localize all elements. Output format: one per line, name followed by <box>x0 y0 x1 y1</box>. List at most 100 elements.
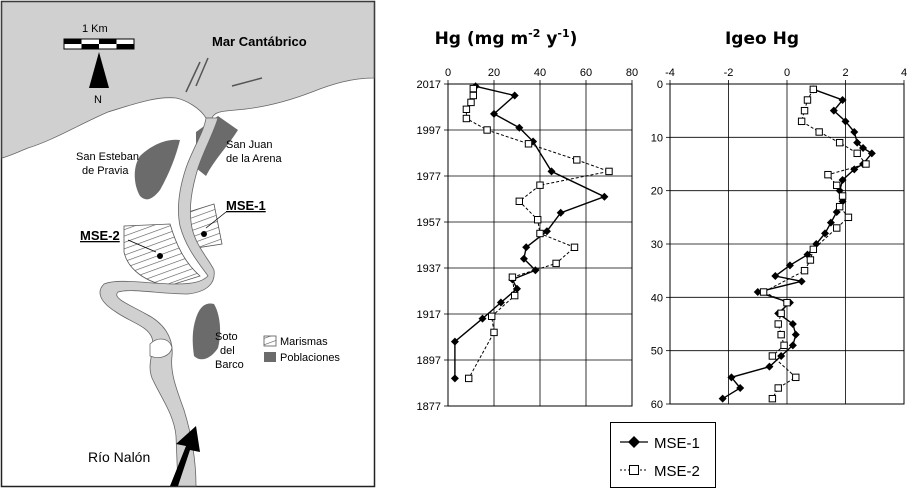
data-point-mse-2 <box>835 138 844 147</box>
data-point-mse-2 <box>469 91 477 100</box>
data-point-mse-1 <box>490 109 498 118</box>
data-point-mse-2 <box>570 243 579 252</box>
data-point-mse-2 <box>838 192 847 200</box>
data-point-mse-2 <box>462 105 471 113</box>
data-point-mse-1 <box>867 149 876 158</box>
data-point-mse-1 <box>450 374 459 383</box>
river-label: Río Nalón <box>88 449 150 465</box>
y-tick-label: 0 <box>657 79 663 91</box>
town-label-soto-3: Barco <box>215 359 244 371</box>
data-point-mse-1 <box>547 167 556 176</box>
legend-towns-swatch <box>264 352 276 362</box>
data-point-mse-2 <box>809 245 818 254</box>
series-line-mse-1 <box>454 85 607 379</box>
data-point-mse-2 <box>768 394 777 403</box>
data-point-mse-2 <box>515 197 524 206</box>
data-point-mse-1 <box>826 218 835 227</box>
data-point-mse-1 <box>797 277 806 286</box>
data-point-mse-1 <box>841 117 850 126</box>
x-tick-label: -2 <box>724 67 734 79</box>
town-soto <box>192 303 221 360</box>
data-point-mse-2 <box>797 117 806 126</box>
location-map: MSE-1 MSE-2 1 Km N Mar Cantábrico San Es… <box>0 0 376 488</box>
data-point-mse-2 <box>508 273 517 281</box>
x-tick-label: 0 <box>445 67 451 79</box>
data-point-mse-1 <box>777 352 786 360</box>
data-point-mse-2 <box>777 309 785 318</box>
data-point-mse-2 <box>777 330 785 339</box>
plot-frame <box>447 83 633 407</box>
site-mse1-leader <box>205 211 227 229</box>
data-point-mse-2 <box>469 84 477 93</box>
x-tick-label: 20 <box>488 67 500 79</box>
data-point-mse-1 <box>513 284 521 293</box>
y-tick-label: 30 <box>651 239 663 251</box>
data-point-mse-1 <box>771 272 780 280</box>
x-tick-label: 4 <box>901 67 907 79</box>
data-point-mse-1 <box>788 341 797 350</box>
data-point-mse-1 <box>531 266 540 275</box>
data-point-mse-2 <box>759 288 768 296</box>
data-point-mse-2 <box>833 181 841 190</box>
data-point-mse-2 <box>774 320 782 328</box>
y-tick-label: 60 <box>651 399 663 411</box>
chart-hg-flux: Hg (mg m-2 y-1) 0 20 40 60 80 2017 1997 1977 195… <box>417 27 639 413</box>
data-point-mse-2 <box>536 181 544 189</box>
data-point-mse-2 <box>862 160 870 168</box>
data-point-mse-2 <box>792 373 800 382</box>
data-point-mse-1 <box>718 394 727 403</box>
data-point-mse-1 <box>600 192 609 201</box>
y-tick-label: 1997 <box>417 125 441 137</box>
data-point-mse-1 <box>765 362 774 371</box>
x-tick-label: 60 <box>580 67 592 79</box>
y-tick-label: 50 <box>651 346 663 358</box>
data-point-mse-2 <box>783 298 791 307</box>
y-tick-label: 1877 <box>417 401 441 413</box>
data-point-mse-1 <box>510 91 519 100</box>
data-point-mse-2 <box>780 341 788 350</box>
data-point-mse-1 <box>522 243 531 252</box>
y-tick-label: 10 <box>651 132 663 144</box>
data-point-mse-1 <box>542 227 551 236</box>
town-label-san-esteban-1: San Esteban <box>76 151 139 163</box>
data-point-mse-1 <box>496 298 505 307</box>
legend-mse1-diamond-icon <box>628 436 640 448</box>
site-mse2-label: MSE-2 <box>80 228 120 243</box>
data-point-mse-1 <box>450 337 459 346</box>
town-label-san-esteban-2: de Pravia <box>82 165 129 177</box>
river-nalon <box>99 117 219 487</box>
data-point-mse-2 <box>800 106 809 115</box>
town-label-soto-2: del <box>220 345 235 357</box>
data-point-mse-1 <box>556 208 565 217</box>
chart-hg-title: Hg (mg m-2 y-1) <box>435 27 578 49</box>
river-flow-arrow-icon <box>170 426 200 486</box>
data-point-mse-2 <box>774 384 782 392</box>
y-tick-label: 40 <box>651 292 663 304</box>
y-tick-label: 1937 <box>417 263 441 275</box>
x-tick-label: -4 <box>665 67 675 79</box>
site-mse2-leader <box>127 239 157 253</box>
data-point-mse-2 <box>844 213 853 222</box>
series-legend: MSE-1 MSE-2 <box>610 422 716 488</box>
town-label-san-juan-1: San Juan <box>226 139 272 151</box>
legend-mse1-label: MSE-1 <box>654 435 700 452</box>
data-point-mse-2 <box>467 98 475 107</box>
data-point-mse-1 <box>838 176 847 184</box>
data-point-mse-2 <box>835 202 844 211</box>
data-point-mse-2 <box>465 374 473 383</box>
data-point-mse-2 <box>573 156 581 164</box>
data-point-mse-2 <box>488 312 496 321</box>
data-point-mse-2 <box>815 128 823 136</box>
data-point-mse-1 <box>515 123 524 132</box>
data-point-mse-1 <box>753 288 762 296</box>
site-mse2-dot <box>157 253 163 259</box>
data-point-mse-1 <box>838 96 847 104</box>
series-line-mse-2 <box>465 88 611 379</box>
data-point-mse-1 <box>850 165 859 174</box>
data-point-mse-1 <box>821 229 830 238</box>
site-mse1-dot <box>201 231 207 237</box>
x-tick-label: 40 <box>534 67 546 79</box>
data-point-mse-1 <box>788 320 797 328</box>
